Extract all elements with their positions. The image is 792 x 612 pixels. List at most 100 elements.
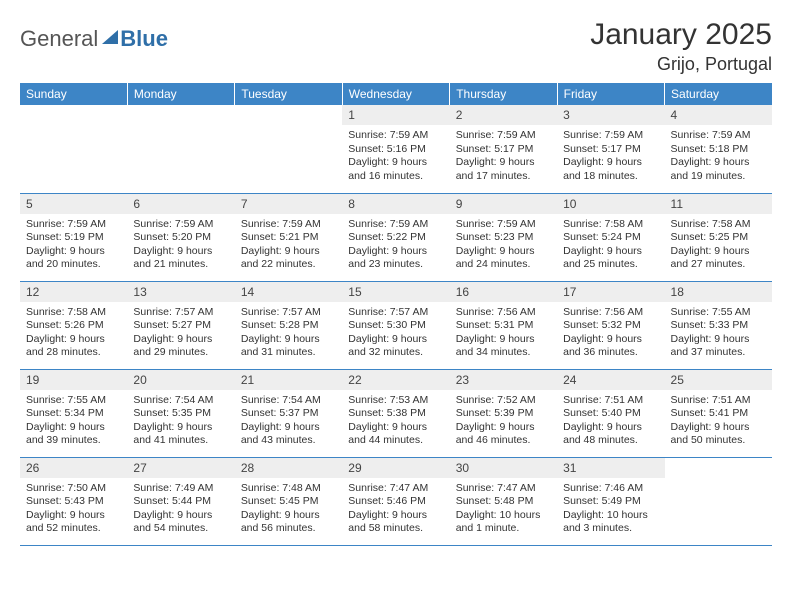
day-number: 4	[665, 105, 772, 125]
day-details: Sunrise: 7:56 AMSunset: 5:32 PMDaylight:…	[557, 302, 664, 363]
calendar-table: SundayMondayTuesdayWednesdayThursdayFrid…	[20, 83, 772, 546]
calendar-day-cell	[665, 457, 772, 545]
calendar-day-cell: 21Sunrise: 7:54 AMSunset: 5:37 PMDayligh…	[235, 369, 342, 457]
day-details: Sunrise: 7:46 AMSunset: 5:49 PMDaylight:…	[557, 478, 664, 539]
calendar-day-cell: 18Sunrise: 7:55 AMSunset: 5:33 PMDayligh…	[665, 281, 772, 369]
logo: General Blue	[20, 18, 168, 52]
day-details: Sunrise: 7:53 AMSunset: 5:38 PMDaylight:…	[342, 390, 449, 451]
day-details: Sunrise: 7:55 AMSunset: 5:33 PMDaylight:…	[665, 302, 772, 363]
day-number: 22	[342, 370, 449, 390]
day-number: 14	[235, 282, 342, 302]
calendar-day-cell: 10Sunrise: 7:58 AMSunset: 5:24 PMDayligh…	[557, 193, 664, 281]
logo-text-blue: Blue	[120, 26, 168, 52]
day-number: 8	[342, 194, 449, 214]
calendar-day-cell: 5Sunrise: 7:59 AMSunset: 5:19 PMDaylight…	[20, 193, 127, 281]
calendar-day-cell: 25Sunrise: 7:51 AMSunset: 5:41 PMDayligh…	[665, 369, 772, 457]
day-number: 23	[450, 370, 557, 390]
day-details: Sunrise: 7:59 AMSunset: 5:16 PMDaylight:…	[342, 125, 449, 186]
day-details: Sunrise: 7:59 AMSunset: 5:23 PMDaylight:…	[450, 214, 557, 275]
day-details: Sunrise: 7:52 AMSunset: 5:39 PMDaylight:…	[450, 390, 557, 451]
calendar-day-cell: 2Sunrise: 7:59 AMSunset: 5:17 PMDaylight…	[450, 105, 557, 193]
day-details: Sunrise: 7:58 AMSunset: 5:26 PMDaylight:…	[20, 302, 127, 363]
day-number: 20	[127, 370, 234, 390]
weekday-header: Tuesday	[235, 83, 342, 105]
calendar-day-cell: 19Sunrise: 7:55 AMSunset: 5:34 PMDayligh…	[20, 369, 127, 457]
day-number: 17	[557, 282, 664, 302]
day-details: Sunrise: 7:59 AMSunset: 5:22 PMDaylight:…	[342, 214, 449, 275]
day-number: 27	[127, 458, 234, 478]
calendar-day-cell	[235, 105, 342, 193]
day-details: Sunrise: 7:54 AMSunset: 5:35 PMDaylight:…	[127, 390, 234, 451]
day-details: Sunrise: 7:57 AMSunset: 5:27 PMDaylight:…	[127, 302, 234, 363]
day-number: 26	[20, 458, 127, 478]
calendar-day-cell	[20, 105, 127, 193]
calendar-day-cell: 29Sunrise: 7:47 AMSunset: 5:46 PMDayligh…	[342, 457, 449, 545]
day-details: Sunrise: 7:59 AMSunset: 5:17 PMDaylight:…	[557, 125, 664, 186]
weekday-header: Friday	[557, 83, 664, 105]
day-details: Sunrise: 7:59 AMSunset: 5:20 PMDaylight:…	[127, 214, 234, 275]
calendar-week-row: 19Sunrise: 7:55 AMSunset: 5:34 PMDayligh…	[20, 369, 772, 457]
day-details: Sunrise: 7:59 AMSunset: 5:19 PMDaylight:…	[20, 214, 127, 275]
day-details: Sunrise: 7:59 AMSunset: 5:21 PMDaylight:…	[235, 214, 342, 275]
logo-triangle-icon	[102, 30, 118, 44]
day-number: 7	[235, 194, 342, 214]
calendar-day-cell: 1Sunrise: 7:59 AMSunset: 5:16 PMDaylight…	[342, 105, 449, 193]
day-details: Sunrise: 7:57 AMSunset: 5:28 PMDaylight:…	[235, 302, 342, 363]
day-number: 5	[20, 194, 127, 214]
calendar-day-cell: 6Sunrise: 7:59 AMSunset: 5:20 PMDaylight…	[127, 193, 234, 281]
day-details: Sunrise: 7:47 AMSunset: 5:48 PMDaylight:…	[450, 478, 557, 539]
calendar-day-cell	[127, 105, 234, 193]
calendar-day-cell: 3Sunrise: 7:59 AMSunset: 5:17 PMDaylight…	[557, 105, 664, 193]
location: Grijo, Portugal	[590, 54, 772, 75]
calendar-day-cell: 4Sunrise: 7:59 AMSunset: 5:18 PMDaylight…	[665, 105, 772, 193]
calendar-week-row: 5Sunrise: 7:59 AMSunset: 5:19 PMDaylight…	[20, 193, 772, 281]
calendar-day-cell: 23Sunrise: 7:52 AMSunset: 5:39 PMDayligh…	[450, 369, 557, 457]
day-number: 24	[557, 370, 664, 390]
calendar-day-cell: 22Sunrise: 7:53 AMSunset: 5:38 PMDayligh…	[342, 369, 449, 457]
calendar-day-cell: 15Sunrise: 7:57 AMSunset: 5:30 PMDayligh…	[342, 281, 449, 369]
day-number: 21	[235, 370, 342, 390]
calendar-week-row: 1Sunrise: 7:59 AMSunset: 5:16 PMDaylight…	[20, 105, 772, 193]
weekday-header-row: SundayMondayTuesdayWednesdayThursdayFrid…	[20, 83, 772, 105]
calendar-day-cell: 14Sunrise: 7:57 AMSunset: 5:28 PMDayligh…	[235, 281, 342, 369]
day-number: 15	[342, 282, 449, 302]
day-number: 9	[450, 194, 557, 214]
calendar-day-cell: 12Sunrise: 7:58 AMSunset: 5:26 PMDayligh…	[20, 281, 127, 369]
calendar-day-cell: 31Sunrise: 7:46 AMSunset: 5:49 PMDayligh…	[557, 457, 664, 545]
weekday-header: Wednesday	[342, 83, 449, 105]
day-details: Sunrise: 7:57 AMSunset: 5:30 PMDaylight:…	[342, 302, 449, 363]
day-number: 2	[450, 105, 557, 125]
calendar-day-cell: 9Sunrise: 7:59 AMSunset: 5:23 PMDaylight…	[450, 193, 557, 281]
calendar-day-cell: 30Sunrise: 7:47 AMSunset: 5:48 PMDayligh…	[450, 457, 557, 545]
calendar-day-cell: 20Sunrise: 7:54 AMSunset: 5:35 PMDayligh…	[127, 369, 234, 457]
day-number: 25	[665, 370, 772, 390]
weekday-header: Sunday	[20, 83, 127, 105]
day-number: 10	[557, 194, 664, 214]
day-details: Sunrise: 7:55 AMSunset: 5:34 PMDaylight:…	[20, 390, 127, 451]
header: General Blue January 2025 Grijo, Portuga…	[20, 18, 772, 75]
calendar-day-cell: 13Sunrise: 7:57 AMSunset: 5:27 PMDayligh…	[127, 281, 234, 369]
calendar-day-cell: 11Sunrise: 7:58 AMSunset: 5:25 PMDayligh…	[665, 193, 772, 281]
day-number: 18	[665, 282, 772, 302]
day-details: Sunrise: 7:47 AMSunset: 5:46 PMDaylight:…	[342, 478, 449, 539]
day-details: Sunrise: 7:51 AMSunset: 5:40 PMDaylight:…	[557, 390, 664, 451]
day-details: Sunrise: 7:50 AMSunset: 5:43 PMDaylight:…	[20, 478, 127, 539]
day-details: Sunrise: 7:48 AMSunset: 5:45 PMDaylight:…	[235, 478, 342, 539]
day-number: 6	[127, 194, 234, 214]
day-number: 11	[665, 194, 772, 214]
day-number: 29	[342, 458, 449, 478]
day-number: 12	[20, 282, 127, 302]
day-details: Sunrise: 7:59 AMSunset: 5:18 PMDaylight:…	[665, 125, 772, 186]
day-number: 16	[450, 282, 557, 302]
day-details: Sunrise: 7:58 AMSunset: 5:25 PMDaylight:…	[665, 214, 772, 275]
day-details: Sunrise: 7:49 AMSunset: 5:44 PMDaylight:…	[127, 478, 234, 539]
day-number: 1	[342, 105, 449, 125]
calendar-day-cell: 7Sunrise: 7:59 AMSunset: 5:21 PMDaylight…	[235, 193, 342, 281]
calendar-day-cell: 24Sunrise: 7:51 AMSunset: 5:40 PMDayligh…	[557, 369, 664, 457]
day-details: Sunrise: 7:54 AMSunset: 5:37 PMDaylight:…	[235, 390, 342, 451]
month-title: January 2025	[590, 18, 772, 52]
calendar-day-cell: 8Sunrise: 7:59 AMSunset: 5:22 PMDaylight…	[342, 193, 449, 281]
day-number: 19	[20, 370, 127, 390]
calendar-day-cell: 28Sunrise: 7:48 AMSunset: 5:45 PMDayligh…	[235, 457, 342, 545]
calendar-day-cell: 27Sunrise: 7:49 AMSunset: 5:44 PMDayligh…	[127, 457, 234, 545]
